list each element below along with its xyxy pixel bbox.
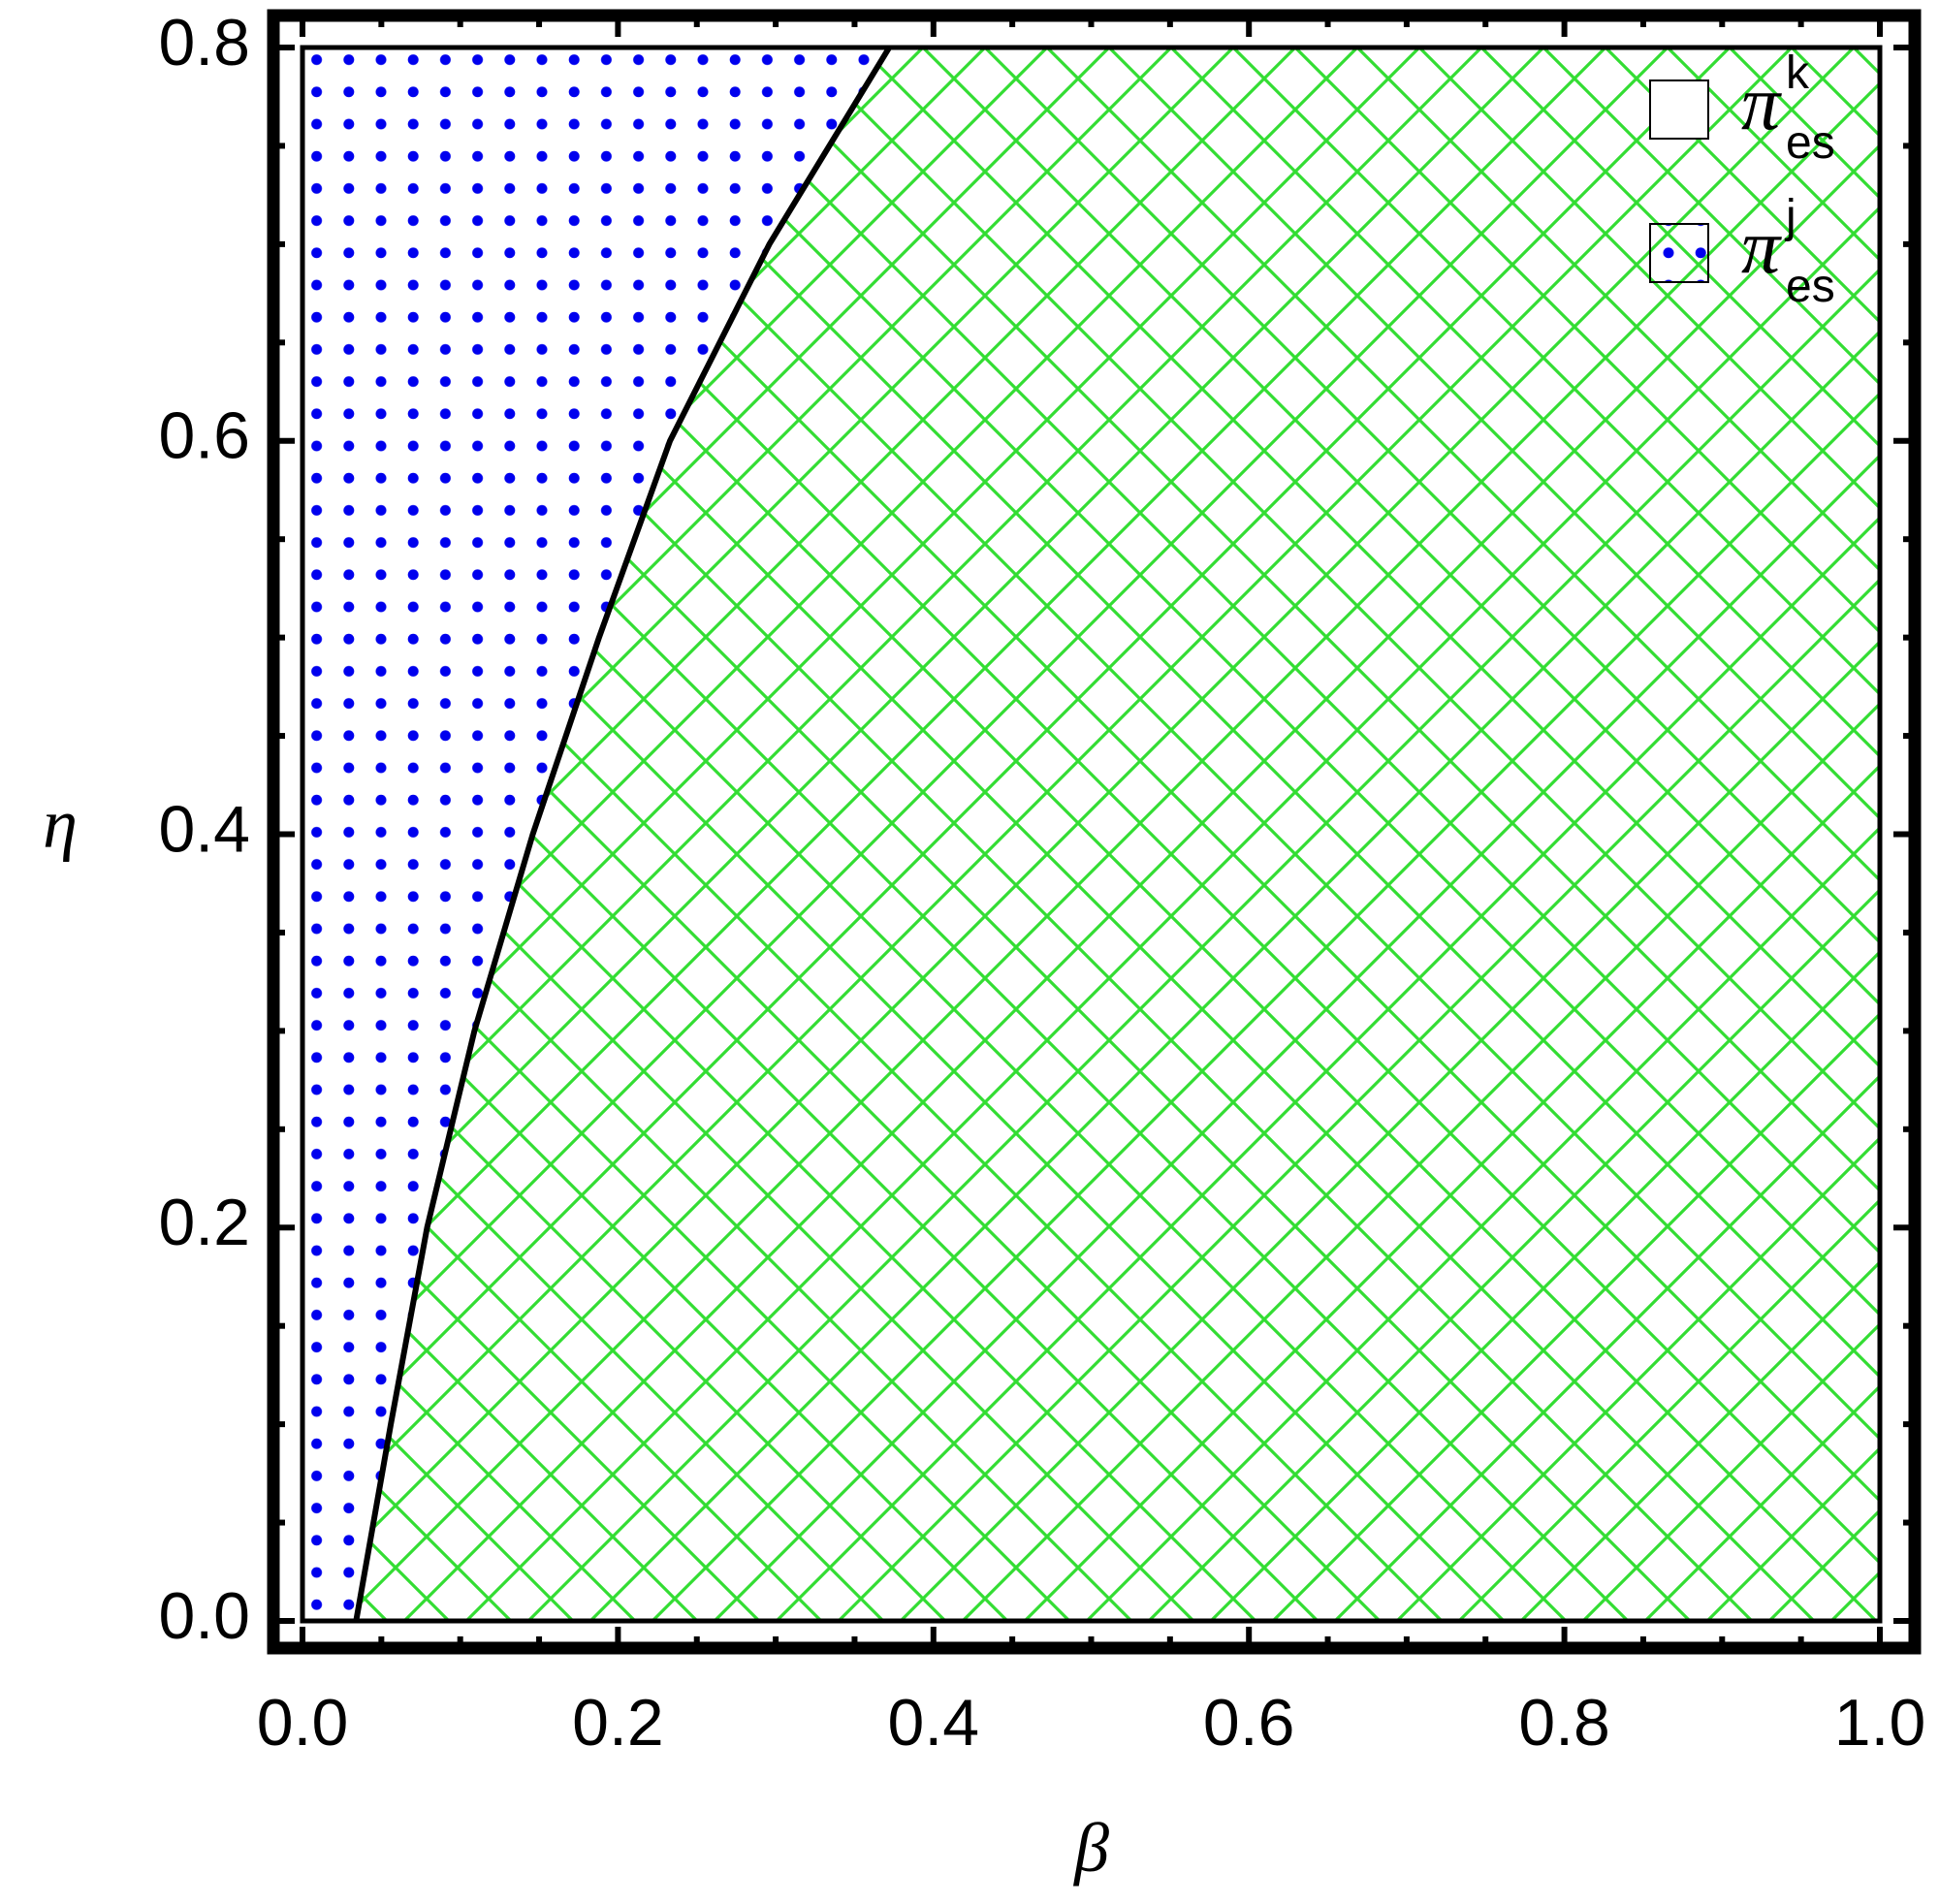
x-tick-label: 0.0 [257, 1686, 349, 1760]
region [356, 48, 1880, 1621]
legend-superscript: k [1786, 48, 1810, 99]
x-tick-label: 0.6 [1203, 1686, 1295, 1760]
legend-label: π k es [1741, 48, 1835, 169]
legend-subscript: es [1786, 261, 1835, 312]
y-axis-label: η [43, 785, 78, 863]
legend-swatch [1649, 223, 1709, 283]
legend-symbol: π [1741, 205, 1782, 290]
y-tick-label: 0.4 [158, 792, 250, 866]
y-tick-label: 0.8 [158, 6, 250, 79]
y-tick-label: 0.6 [158, 399, 250, 473]
x-tick-label: 0.8 [1518, 1686, 1610, 1760]
legend-symbol: π [1741, 61, 1782, 146]
legend-label: π j es [1741, 191, 1835, 312]
x-tick-label: 1.0 [1834, 1686, 1926, 1760]
y-tick-label: 0.2 [158, 1186, 250, 1259]
boundary-line [353, 46, 892, 1622]
legend-subscript: es [1786, 117, 1835, 169]
y-tick-label: 0.0 [158, 1579, 250, 1653]
x-tick-label: 0.4 [888, 1686, 980, 1760]
x-tick-label: 0.2 [572, 1686, 664, 1760]
plot-box [300, 45, 1883, 1624]
legend-swatch [1649, 79, 1709, 140]
x-axis-label: β [1072, 1809, 1109, 1887]
legend-superscript: j [1784, 191, 1796, 242]
region [302, 48, 890, 1621]
